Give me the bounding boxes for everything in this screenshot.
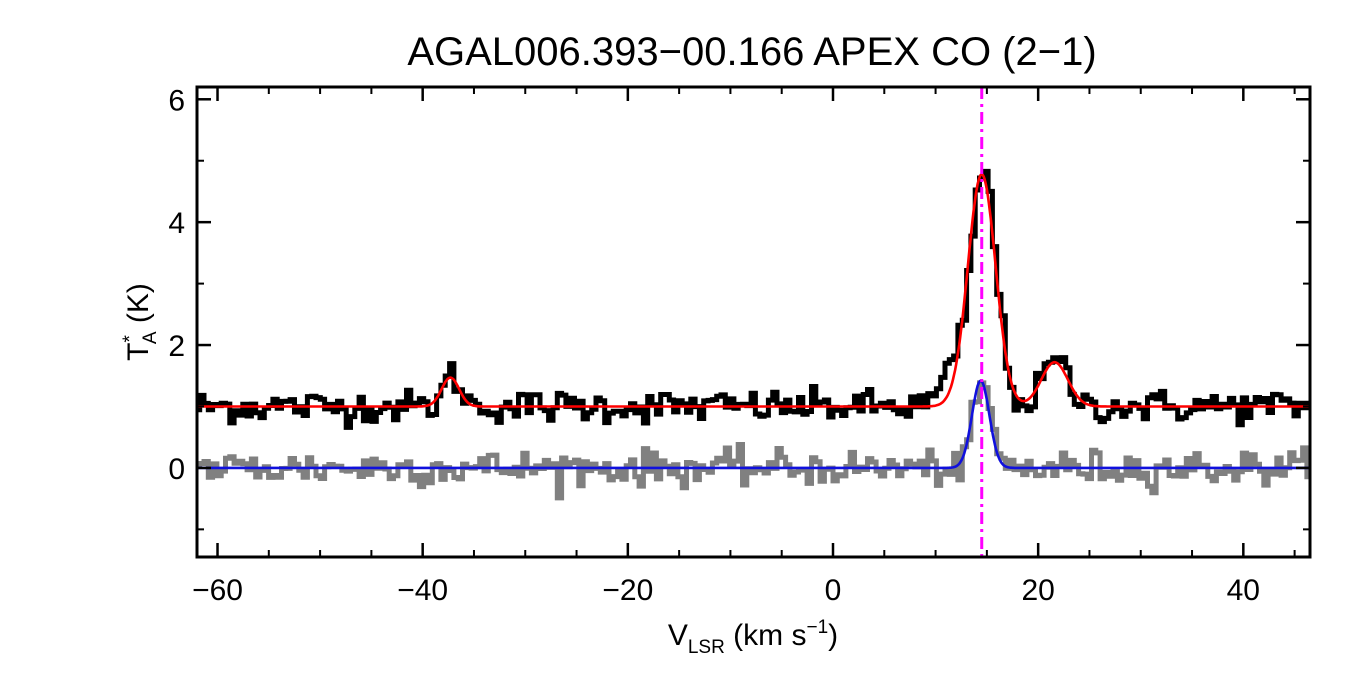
y-tick-label: 2 <box>168 330 185 363</box>
plot-frame <box>195 85 1312 559</box>
x-tick-label: −60 <box>192 574 243 607</box>
spectrum-histogram-0 <box>197 168 1310 430</box>
y-tick-label: 0 <box>168 453 185 486</box>
x-tick-label: −40 <box>397 574 448 607</box>
x-tick-label: −20 <box>602 574 653 607</box>
y-tick-label: 6 <box>168 84 185 117</box>
x-axis-label: VLSR (km s−1) <box>668 617 838 658</box>
chart-title: AGAL006.393−00.166 APEX CO (2−1) <box>407 30 1096 74</box>
x-tick-label: 40 <box>1227 574 1260 607</box>
y-axis-label: T*A (K) <box>120 283 161 361</box>
x-axis-ticks: −60 −40 −20 0 20 40 <box>192 87 1296 607</box>
spectrum-histogram-1 <box>197 380 1310 501</box>
fit-curve-3 <box>197 379 1310 470</box>
x-tick-label: 0 <box>825 574 842 607</box>
fit-curve-2 <box>197 172 1310 408</box>
y-tick-label: 4 <box>168 207 185 240</box>
y-axis-ticks: 0 2 4 6 <box>168 84 1310 531</box>
plot-area <box>197 87 1310 557</box>
x-tick-label: 20 <box>1021 574 1054 607</box>
